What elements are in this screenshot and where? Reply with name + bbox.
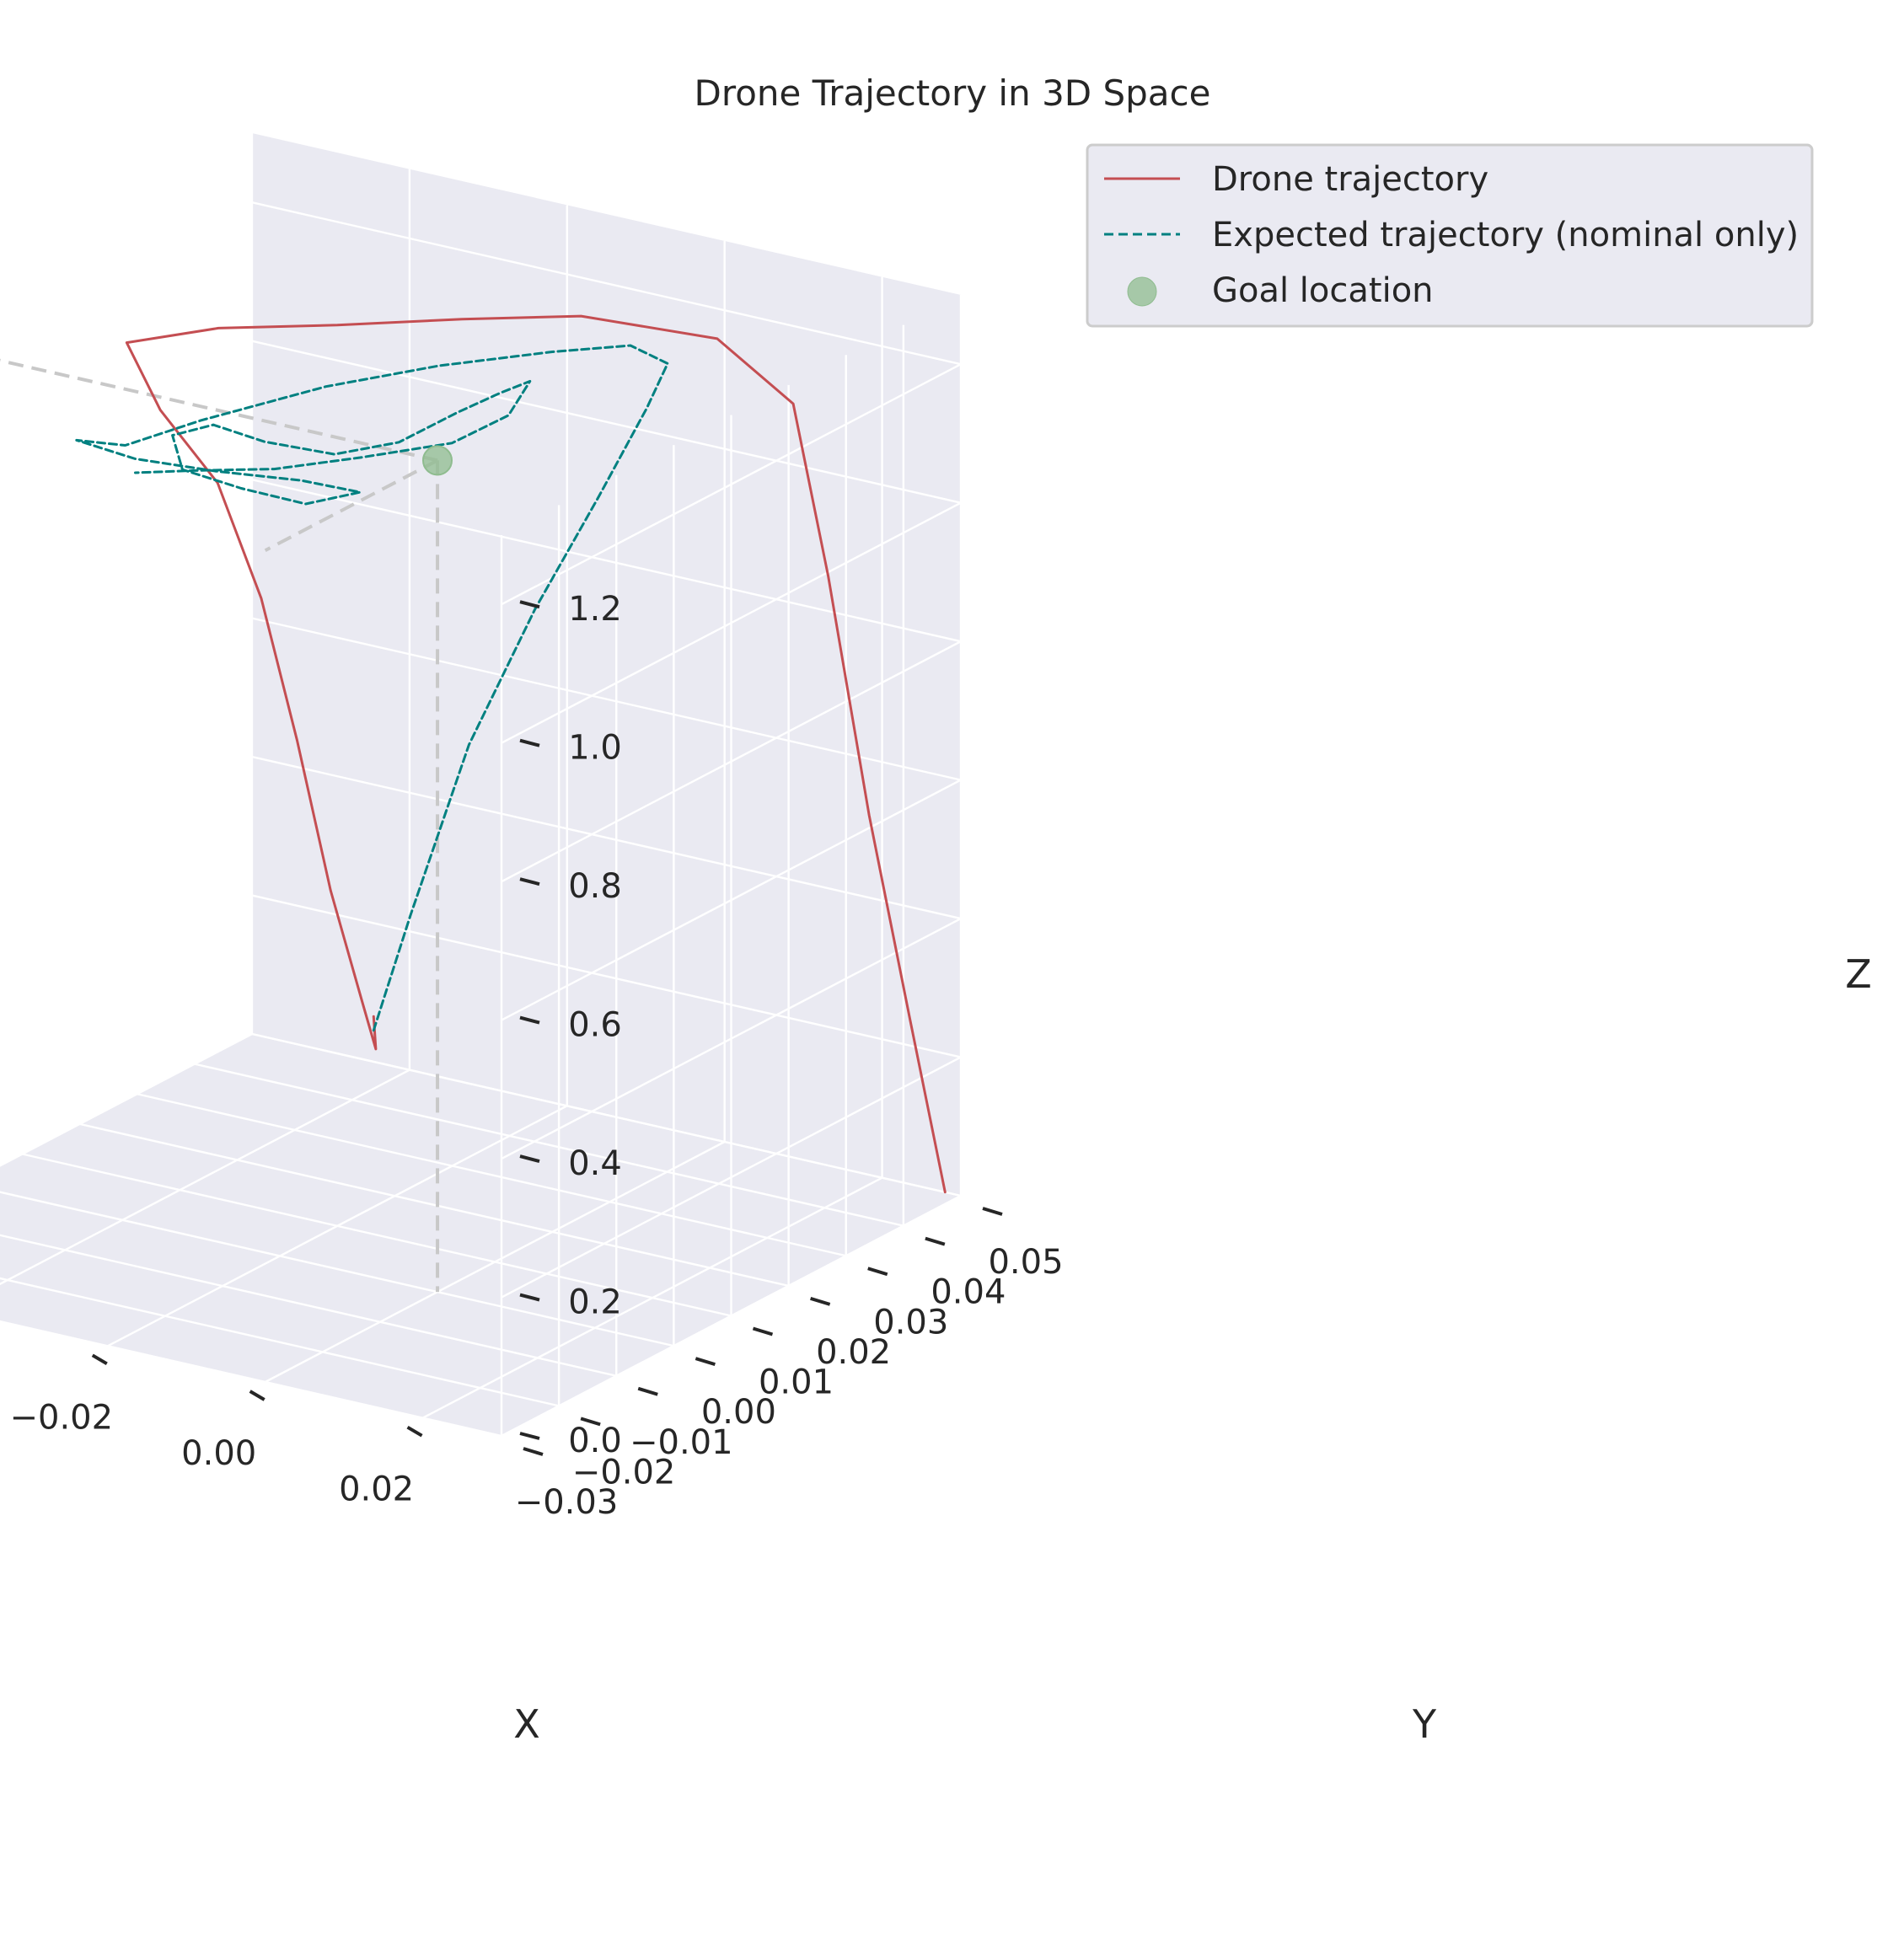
goal-proj-x	[0, 358, 438, 463]
y-grid-floor-0	[0, 1320, 502, 1438]
z-grid-left-4	[251, 478, 962, 643]
y-tick-1	[580, 1417, 601, 1427]
y-tick-0	[523, 1447, 544, 1456]
goal-layer	[422, 445, 453, 476]
y-tick-5	[810, 1296, 831, 1306]
z-tick-6	[519, 600, 540, 609]
z-tick-label-0: 0.0	[568, 1422, 622, 1460]
z-tick-3	[519, 1015, 540, 1025]
z-tick-4	[519, 877, 540, 886]
z-grid-right-1	[501, 1056, 962, 1299]
y-grid-floor-4	[22, 1153, 732, 1317]
y-tick-label-4: 0.01	[759, 1363, 834, 1402]
legend-label-expected: Expected trajectory (nominal only)	[1212, 216, 1799, 254]
x-tick-label-2: −0.02	[10, 1398, 114, 1437]
goal-projection-lines	[0, 358, 440, 1293]
legend-handle-goal	[1127, 276, 1157, 307]
y-tick-label-7: 0.04	[931, 1273, 1006, 1312]
legend: Drone trajectory Expected trajectory (no…	[1086, 143, 1814, 328]
y-grid-floor-5	[79, 1122, 789, 1288]
y-grid-floor-1	[0, 1277, 560, 1407]
y-axis-label: Y	[1412, 1701, 1437, 1747]
z-grid-left-3	[251, 617, 962, 781]
x-tick-4	[406, 1425, 423, 1438]
z-grid-right-2	[501, 918, 962, 1160]
x-tick-3	[249, 1390, 265, 1401]
z-grid-right-0	[501, 1194, 962, 1438]
grid-lines	[0, 133, 963, 1438]
y-tick-6	[867, 1267, 888, 1277]
z-tick-0	[519, 1432, 540, 1440]
y-tick-4	[752, 1326, 774, 1336]
y-grid-floor-3	[0, 1191, 674, 1347]
z-tick-2	[519, 1154, 540, 1164]
z-grid-left-6	[251, 201, 962, 366]
y-grid-floor-2	[0, 1234, 617, 1377]
z-grid-left-1	[251, 894, 962, 1058]
y-tick-8	[982, 1207, 1003, 1216]
z-grid-left-0	[251, 1032, 962, 1197]
legend-label-drone: Drone trajectory	[1212, 160, 1488, 199]
z-tick-label-3: 0.6	[568, 1006, 622, 1045]
y-grid-floor-7	[194, 1063, 904, 1227]
y-tick-label-2: −0.01	[630, 1423, 733, 1462]
chart-title: Drone Trajectory in 3D Space	[695, 72, 1211, 114]
y-tick-label-0: −0.03	[515, 1483, 619, 1522]
legend-label-goal: Goal location	[1212, 271, 1434, 310]
y-tick-7	[925, 1236, 946, 1246]
x-tick-label-3: 0.00	[181, 1434, 256, 1473]
x-axis-label: X	[513, 1701, 540, 1747]
x-tick-2	[91, 1353, 108, 1366]
y-tick-label-5: 0.02	[816, 1333, 891, 1372]
y-tick-label-6: 0.03	[873, 1303, 948, 1342]
x-tick-label-4: 0.02	[339, 1470, 414, 1509]
z-tick-5	[519, 738, 540, 747]
z-grid-right-3	[501, 779, 962, 1021]
z-grid-left-2	[251, 755, 962, 920]
z-tick-label-1: 0.2	[568, 1283, 622, 1322]
y-tick-2	[637, 1386, 658, 1396]
z-tick-label-4: 0.8	[568, 867, 622, 906]
z-grid-right-5	[501, 501, 962, 744]
goal-proj-y	[264, 458, 438, 553]
z-tick-label-6: 1.2	[568, 590, 622, 629]
goal-location-marker	[422, 445, 453, 476]
z-axis-label: Z	[1845, 951, 1872, 997]
y-tick-label-3: 0.00	[701, 1393, 776, 1432]
y-tick-3	[695, 1357, 716, 1367]
z-grid-left-5	[251, 340, 962, 504]
z-tick-label-5: 1.0	[568, 729, 622, 768]
axis-ticks: −0.06−0.04−0.020.000.02−0.03−0.02−0.010.…	[10, 590, 1064, 1522]
y-grid-floor-6	[137, 1093, 847, 1257]
floor-pane	[0, 1034, 961, 1436]
z-tick-label-2: 0.4	[568, 1144, 622, 1183]
drone-trajectory-line	[125, 314, 947, 1194]
expected-trajectory-line	[75, 344, 669, 1032]
z-tick-1	[519, 1293, 540, 1302]
z-grid-right-4	[501, 640, 962, 883]
legend-frame	[1086, 143, 1814, 328]
y-tick-label-1: −0.02	[572, 1453, 676, 1492]
z-grid-right-6	[501, 363, 962, 606]
series-layer	[75, 314, 947, 1194]
y-tick-label-8: 0.05	[988, 1243, 1063, 1282]
